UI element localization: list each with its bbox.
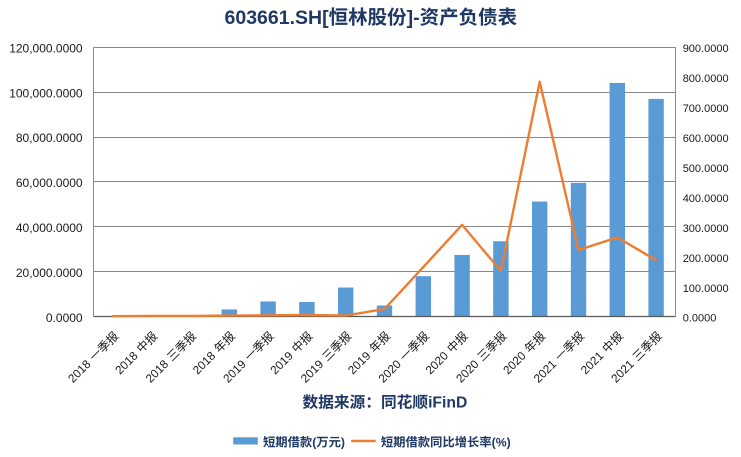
svg-text:0.0000: 0.0000	[683, 313, 717, 325]
svg-text:]-: ]-	[407, 7, 420, 29]
svg-text:20,000.0000: 20,000.0000	[16, 266, 83, 280]
svg-text:400.0000: 400.0000	[683, 193, 729, 205]
svg-text:(: (	[312, 435, 317, 449]
svg-text:80,000.0000: 80,000.0000	[16, 131, 83, 145]
svg-text:100.0000: 100.0000	[683, 283, 729, 295]
svg-text:): )	[341, 435, 345, 449]
svg-text:300.0000: 300.0000	[683, 223, 729, 235]
svg-text:iFinD: iFinD	[428, 395, 467, 412]
svg-text:900.0000: 900.0000	[683, 43, 729, 55]
svg-text:(%): (%)	[492, 435, 511, 449]
svg-text:40,000.0000: 40,000.0000	[16, 221, 83, 235]
svg-text:800.0000: 800.0000	[683, 73, 729, 85]
svg-text:500.0000: 500.0000	[683, 163, 729, 175]
svg-text:0.0000: 0.0000	[46, 311, 83, 325]
svg-text:100,000.0000: 100,000.0000	[9, 86, 83, 100]
svg-text:603661.SH[: 603661.SH[	[225, 7, 330, 29]
svg-text:60,000.0000: 60,000.0000	[16, 176, 83, 190]
svg-text:600.0000: 600.0000	[683, 133, 729, 145]
svg-text:700.0000: 700.0000	[683, 103, 729, 115]
svg-text:200.0000: 200.0000	[683, 253, 729, 265]
svg-text:120,000.0000: 120,000.0000	[9, 41, 83, 55]
